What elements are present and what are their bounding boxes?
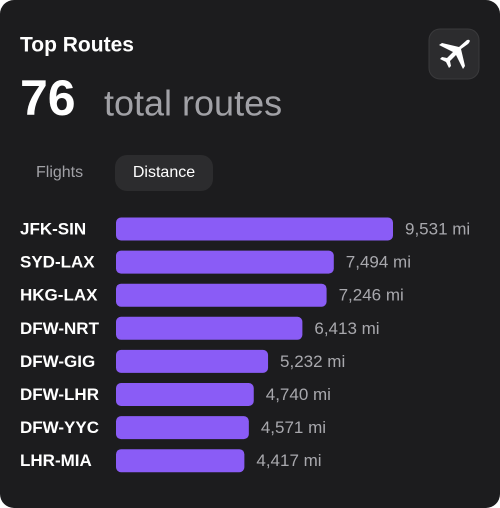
value-label: 4,417 mi xyxy=(256,451,321,470)
value-label: 7,246 mi xyxy=(339,286,404,305)
value-label: 7,494 mi xyxy=(346,253,411,272)
bar xyxy=(116,416,249,440)
tab-selected[interactable]: Distance xyxy=(133,164,195,181)
bar xyxy=(116,283,327,307)
value-label: 5,232 mi xyxy=(280,352,345,371)
value-label: 9,531 mi xyxy=(405,219,470,238)
route-label: DFW-NRT xyxy=(20,319,100,338)
route-count: 76 xyxy=(20,70,76,126)
tab-selected-bg xyxy=(115,155,213,191)
value-label: 4,571 mi xyxy=(261,418,326,437)
bar xyxy=(116,449,245,473)
route-label: HKG-LAX xyxy=(20,286,98,305)
route-label: DFW-GIG xyxy=(20,352,95,371)
route-label: JFK-SIN xyxy=(20,219,86,238)
route-label: DFW-YYC xyxy=(20,418,99,437)
tab[interactable]: Flights xyxy=(36,164,83,181)
bar xyxy=(116,316,303,340)
bar xyxy=(116,217,393,241)
bar xyxy=(116,349,269,373)
route-count-text: total routes xyxy=(104,83,282,124)
route-label: LHR-MIA xyxy=(20,451,92,470)
value-label: 6,413 mi xyxy=(314,319,379,338)
route-label: SYD-LAX xyxy=(20,253,95,272)
bar xyxy=(116,250,334,274)
route-label: DFW-LHR xyxy=(20,385,99,404)
title: Top Routes xyxy=(20,34,134,57)
bar xyxy=(116,383,254,406)
app-icon xyxy=(428,28,480,80)
value-label: 4,740 mi xyxy=(266,385,331,404)
